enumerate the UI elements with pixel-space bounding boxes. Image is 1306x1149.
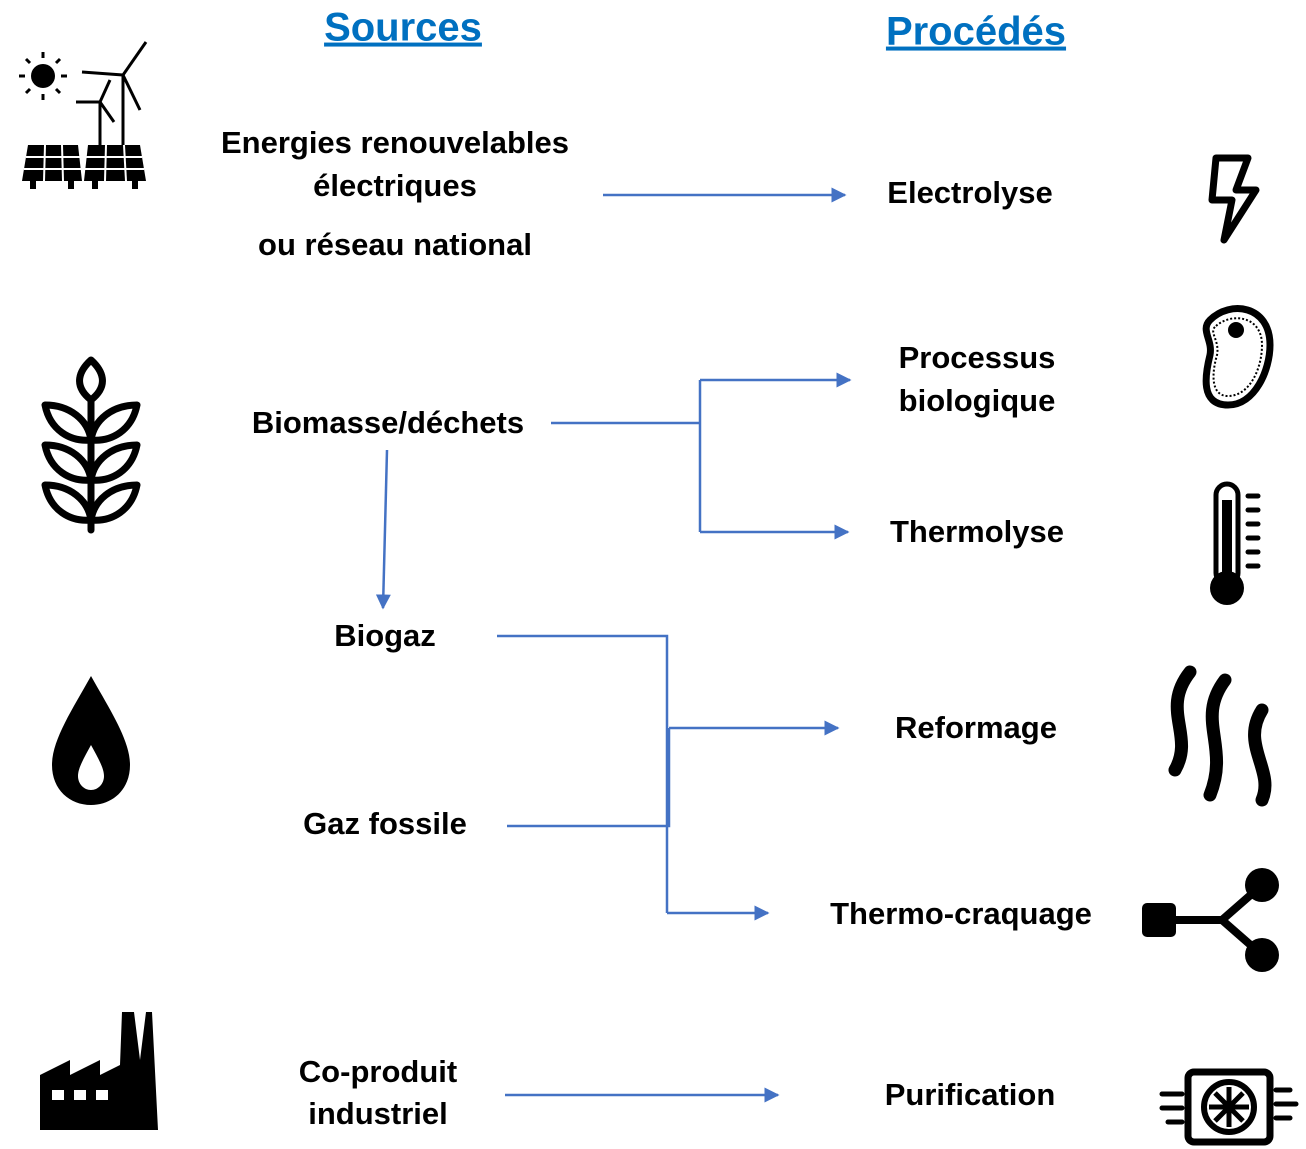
source-label: Energies renouvelables xyxy=(221,125,569,160)
process-label: Electrolyse xyxy=(887,175,1052,210)
process-label: Thermo-craquage xyxy=(830,896,1092,931)
process-label: Processus xyxy=(899,340,1056,375)
icon-share xyxy=(1142,868,1279,972)
icon-wheat xyxy=(41,356,141,534)
process-label: Reformage xyxy=(895,710,1057,745)
icon-thermometer xyxy=(1210,481,1261,605)
process-label: biologique xyxy=(899,383,1056,418)
icon-flame xyxy=(52,676,130,805)
icon-lightning xyxy=(1208,154,1260,244)
source-label: industriel xyxy=(308,1096,448,1131)
icon-purifier xyxy=(1159,1068,1299,1146)
connector xyxy=(497,634,669,913)
icon-cell xyxy=(1202,305,1274,409)
header-sources: Sources xyxy=(324,6,482,50)
icon-heat xyxy=(1168,665,1272,807)
source-label: Gaz fossile xyxy=(303,806,467,841)
process-label: Thermolyse xyxy=(890,514,1064,549)
icon-renewables xyxy=(19,41,148,189)
connectors xyxy=(375,187,852,1103)
source-label: Co-produit xyxy=(299,1054,457,1089)
header-processes: Procédés xyxy=(886,10,1066,54)
connector xyxy=(507,728,671,828)
source-label: ou réseau national xyxy=(258,227,532,262)
source-label: électriques xyxy=(313,168,477,203)
source-label: Biogaz xyxy=(334,618,436,653)
arrow xyxy=(375,449,391,610)
icon-factory xyxy=(40,1012,158,1130)
source-label: Biomasse/déchets xyxy=(252,405,524,440)
process-label: Purification xyxy=(885,1077,1056,1112)
